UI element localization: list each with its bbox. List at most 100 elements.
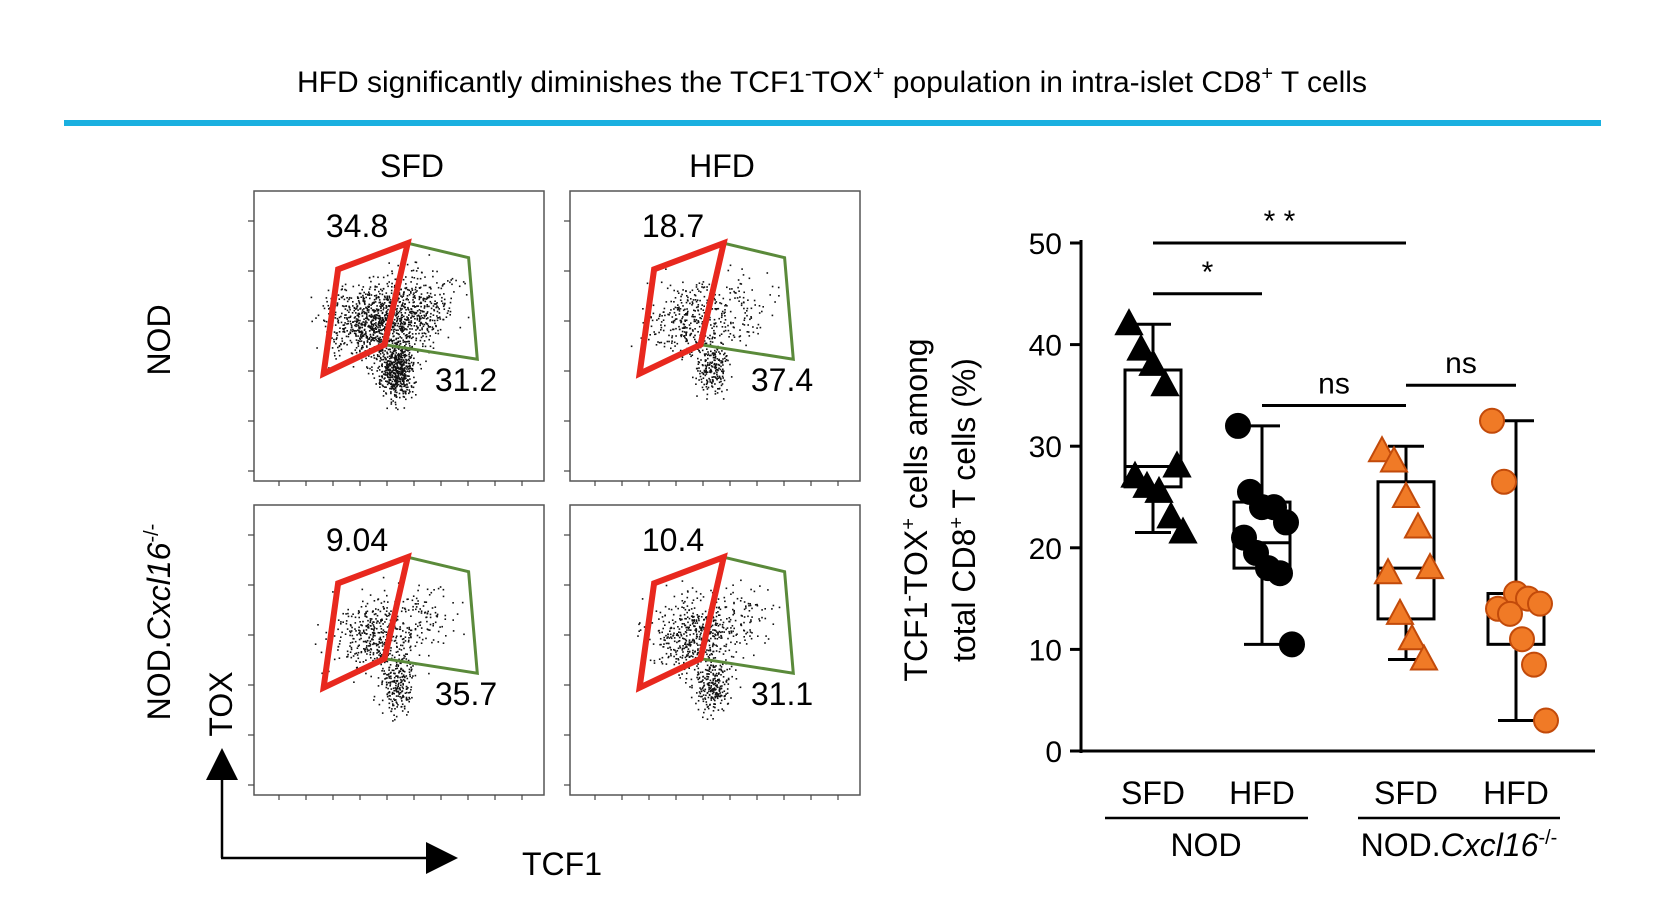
flow-panel-frame	[569, 190, 861, 482]
flow-event-dot	[401, 379, 404, 382]
flow-event-dot	[713, 366, 716, 368]
flow-event-dot	[349, 631, 352, 634]
group-label-nod: NOD	[1170, 827, 1241, 863]
flow-event-dot	[711, 341, 714, 343]
flow-event-dot	[348, 305, 350, 308]
gate-neg-percent: 18.7	[642, 208, 704, 244]
flow-event-dot	[713, 372, 715, 375]
flow-event-dot	[703, 340, 706, 342]
flow-event-dot	[753, 299, 756, 302]
flow-event-dot	[412, 311, 415, 313]
flow-panel: 34.831.2	[248, 190, 545, 486]
flow-event-dot	[386, 274, 389, 277]
flow-event-dot	[348, 298, 350, 301]
flow-event-dot	[345, 305, 347, 307]
flow-event-dot	[413, 305, 415, 307]
flow-event-dot	[361, 335, 364, 338]
flow-event-dot	[714, 695, 716, 698]
flow-event-dot	[386, 407, 388, 410]
flow-event-dot	[361, 346, 363, 349]
flow-event-dot	[673, 648, 675, 651]
flow-event-dot	[702, 686, 704, 689]
flow-event-dot	[372, 653, 375, 656]
flow-event-dot	[745, 643, 748, 645]
flow-event-dot	[388, 698, 390, 700]
flow-event-dot	[355, 323, 357, 326]
flow-event-dot	[701, 695, 703, 698]
flow-event-dot	[669, 312, 671, 314]
flow-event-dot	[408, 671, 411, 673]
flow-event-dot	[706, 706, 709, 708]
flow-event-dot	[699, 593, 702, 595]
flow-event-dot	[710, 362, 713, 364]
flow-event-dot	[398, 371, 400, 373]
flow-event-dot	[717, 679, 719, 682]
flow-event-dot	[434, 300, 436, 302]
flow-event-dot	[380, 642, 382, 644]
flow-event-dot	[408, 375, 410, 377]
flow-event-dot	[425, 318, 428, 320]
flow-event-dot	[334, 354, 336, 357]
flow-event-dot	[380, 619, 382, 621]
flow-event-dot	[402, 371, 404, 374]
flow-event-dot	[684, 624, 686, 627]
flow-event-dot	[727, 269, 730, 272]
flow-event-dot	[698, 325, 701, 328]
flow-event-dot	[705, 386, 708, 388]
flow-event-dot	[684, 643, 686, 645]
flow-event-dot	[406, 368, 408, 370]
flow-event-dot	[337, 646, 340, 648]
flow-event-dot	[358, 329, 360, 332]
flow-event-dot	[403, 654, 405, 657]
flow-event-dot	[410, 629, 413, 632]
flow-event-dot	[385, 614, 388, 616]
flow-event-dot	[397, 341, 400, 344]
flow-event-dot	[355, 351, 358, 354]
flow-event-dot	[658, 331, 660, 334]
flow-event-dot	[715, 301, 718, 303]
flow-event-dot	[408, 626, 410, 629]
flow-event-dot	[398, 372, 401, 375]
flow-event-dot	[362, 620, 364, 623]
flow-event-dot	[412, 336, 414, 338]
flow-event-dot	[693, 309, 695, 312]
flow-event-dot	[398, 693, 401, 695]
flow-event-dot	[360, 331, 363, 334]
flow-event-dot	[355, 652, 358, 654]
flow-event-dot	[397, 333, 399, 335]
flow-event-dot	[717, 634, 719, 636]
flow-event-dot	[693, 619, 695, 621]
flow-event-dot	[711, 386, 714, 388]
flow-event-dot	[400, 318, 402, 320]
flow-event-dot	[412, 605, 414, 608]
flow-event-dot	[393, 369, 395, 372]
flow-event-dot	[423, 307, 426, 309]
flow-event-dot	[418, 654, 421, 656]
flow-event-dot	[382, 358, 385, 361]
flow-event-dot	[708, 682, 711, 684]
flow-event-dot	[415, 623, 417, 625]
flow-event-dot	[709, 334, 711, 337]
flow-event-dot	[378, 654, 380, 656]
flow-event-dot	[670, 637, 673, 640]
flow-event-dot	[410, 270, 413, 272]
flow-event-dot	[423, 323, 426, 326]
flow-event-dot	[750, 317, 753, 319]
flow-event-dot	[346, 656, 348, 658]
flow-event-dot	[681, 358, 683, 361]
flow-event-dot	[389, 368, 391, 371]
flow-event-dot	[385, 380, 387, 382]
title-end: T cells	[1273, 66, 1367, 99]
flow-event-dot	[434, 611, 437, 614]
flow-event-dot	[361, 632, 363, 634]
flow-event-dot	[697, 667, 700, 670]
flow-event-dot	[714, 390, 717, 393]
flow-event-dot	[404, 350, 406, 353]
flow-event-dot	[368, 330, 371, 332]
flow-event-dot	[381, 384, 384, 387]
flow-event-dot	[358, 292, 361, 295]
flow-event-dot	[379, 340, 381, 343]
flow-event-dot	[372, 337, 374, 339]
flow-event-dot	[715, 695, 718, 698]
gate-tcf1-negative	[319, 238, 412, 379]
